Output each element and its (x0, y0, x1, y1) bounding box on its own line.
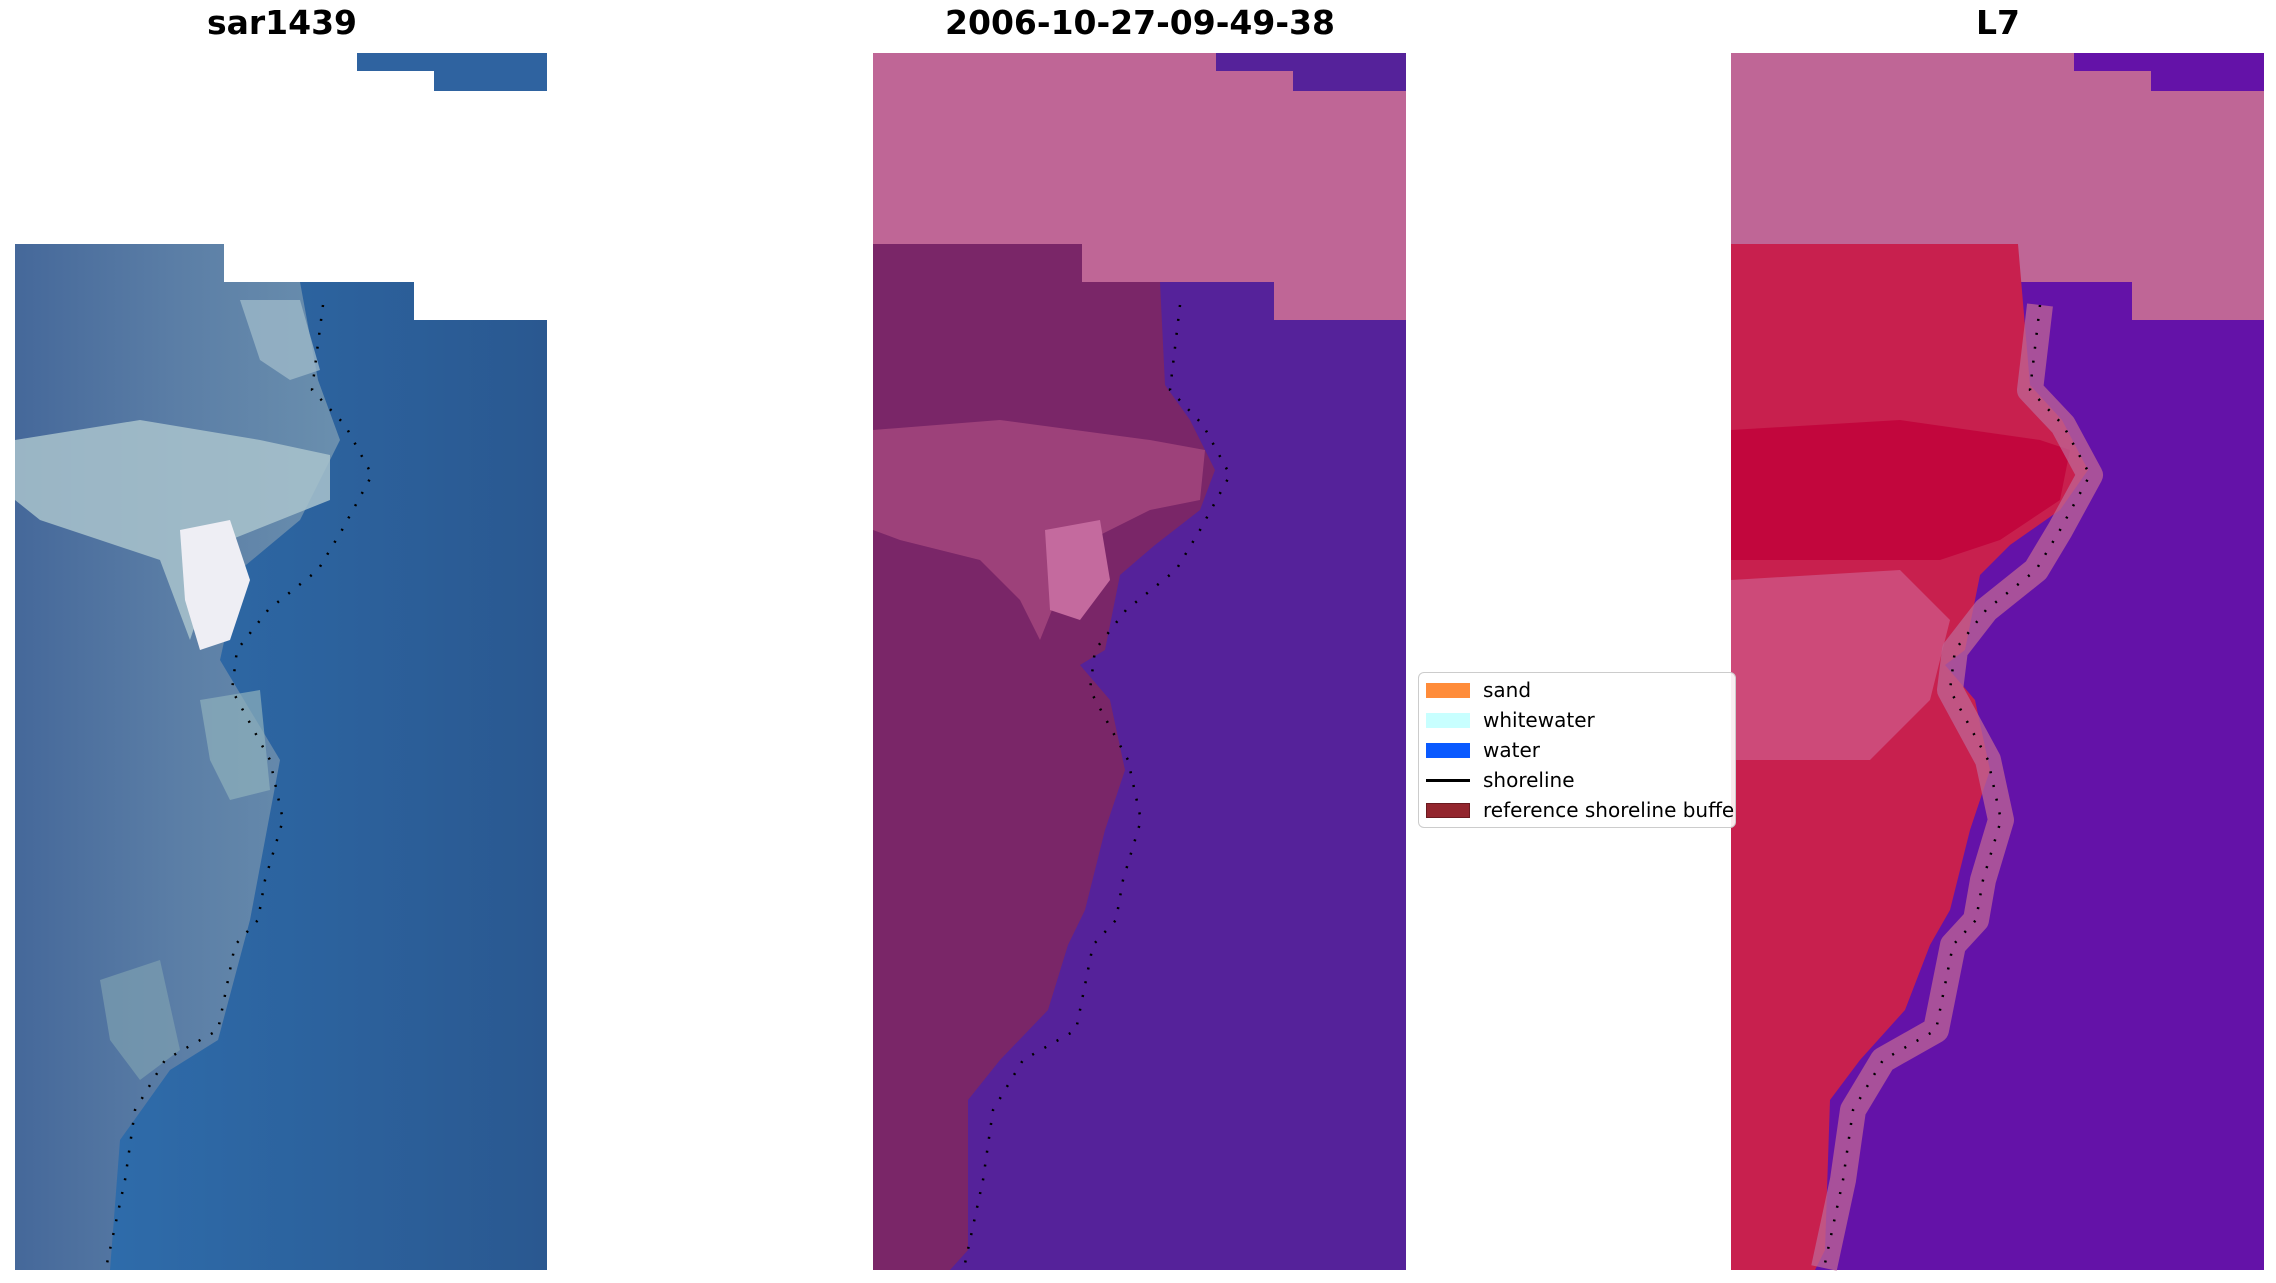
legend: sand whitewater water shoreline referenc… (1418, 672, 1736, 828)
legend-item-buffer: reference shoreline buffer (1419, 795, 1735, 825)
legend-line-shoreline (1426, 779, 1470, 782)
legend-swatch-whitewater (1426, 713, 1470, 728)
legend-label-water: water (1483, 738, 1540, 762)
legend-swatch-buffer (1426, 803, 1470, 818)
legend-swatch-water (1426, 743, 1470, 758)
legend-item-water: water (1419, 735, 1735, 765)
legend-label-whitewater: whitewater (1483, 708, 1595, 732)
legend-label-buffer: reference shoreline buffer (1483, 798, 1736, 822)
legend-item-whitewater: whitewater (1419, 705, 1735, 735)
buffer-overlay-top (873, 53, 1406, 320)
mndwi-buffer-top (1731, 53, 2264, 320)
legend-item-sand: sand (1419, 675, 1735, 705)
legend-label-sand: sand (1483, 678, 1532, 702)
panel-title-rgb: sar1439 (206, 3, 358, 42)
panel-title-mndwi: L7 (1976, 3, 2020, 42)
legend-item-shoreline: shoreline (1419, 765, 1735, 795)
panel-title-classified: 2006-10-27-09-49-38 (945, 3, 1335, 42)
legend-label-shoreline: shoreline (1483, 768, 1575, 792)
legend-swatch-sand (1426, 683, 1470, 698)
